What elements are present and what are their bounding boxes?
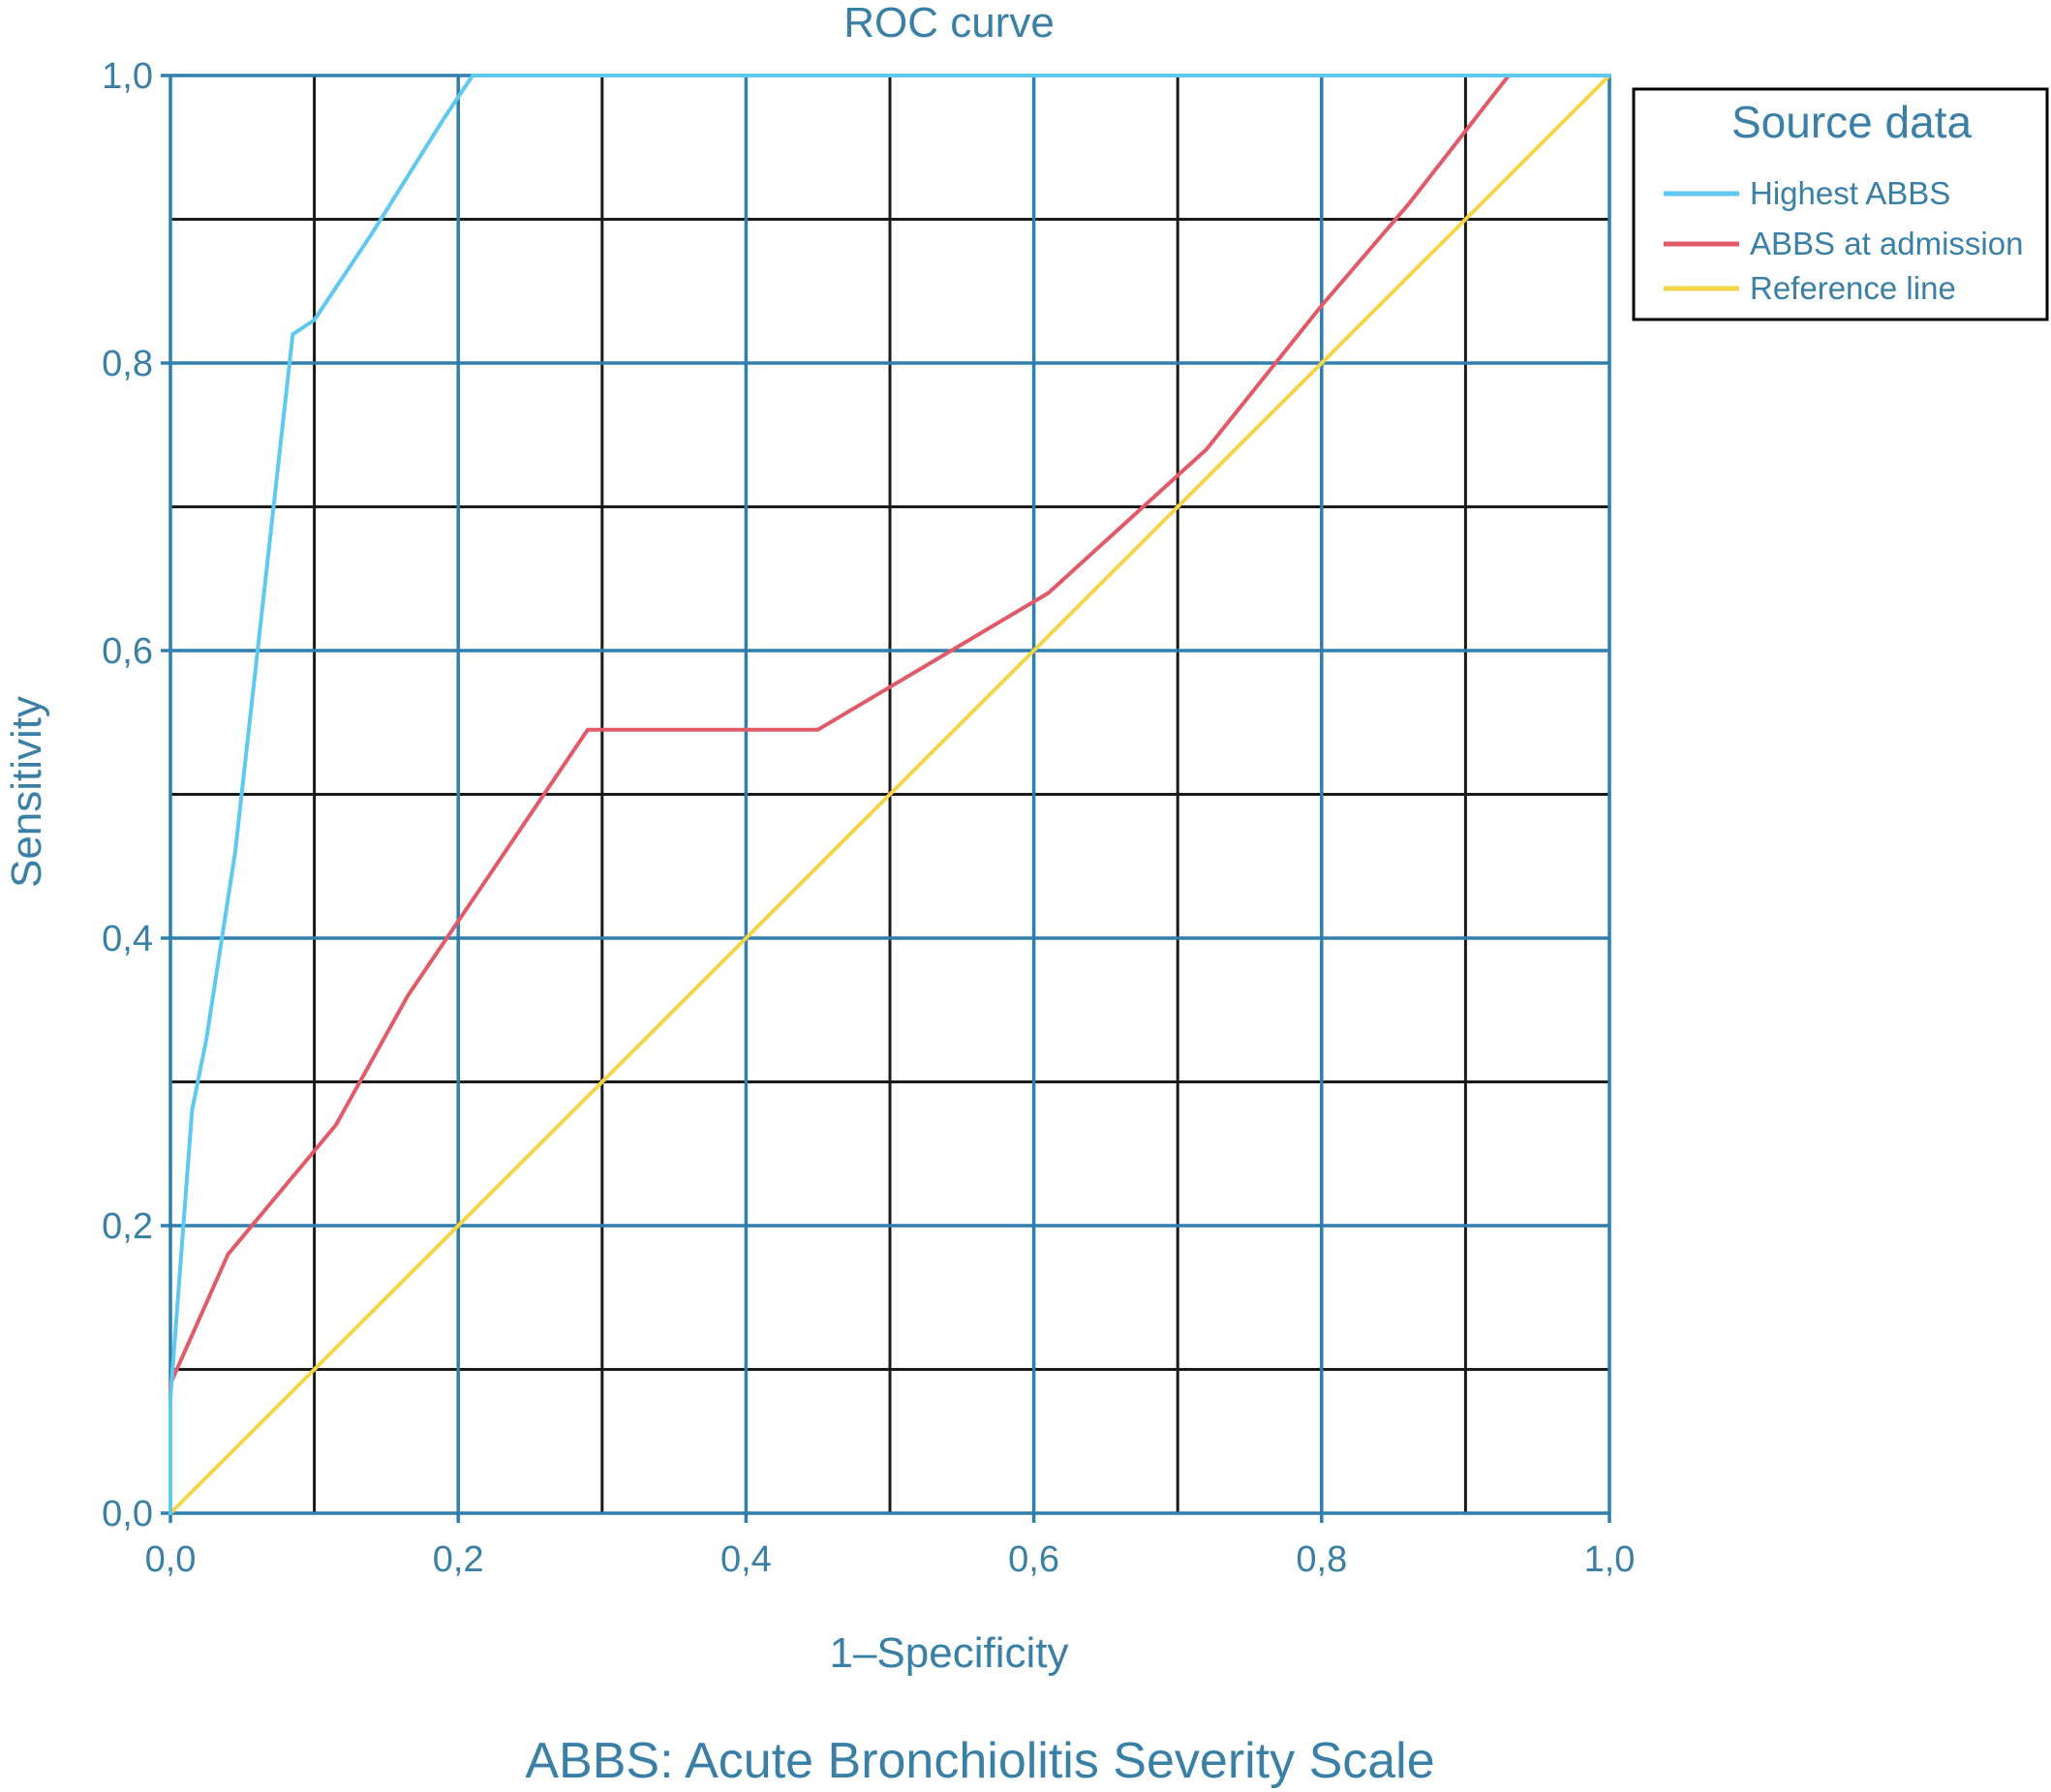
legend: Source data Highest ABBS ABBS at admissio… <box>1632 87 2049 321</box>
y-tick-label: 0,0 <box>102 1494 153 1534</box>
y-tick-label: 0,8 <box>102 344 153 384</box>
y-tick-label: 0,6 <box>102 631 153 672</box>
legend-box <box>1632 87 2049 321</box>
series-line-highest-abbs <box>168 74 1611 1515</box>
y-tick-label: 0,2 <box>102 1206 153 1247</box>
legend-title: Source data <box>1731 97 1972 147</box>
series-line-reference-line <box>168 74 1611 1515</box>
series-line-abbs-at-admission <box>168 74 1611 1515</box>
x-tick-label: 0,4 <box>720 1539 772 1580</box>
x-tick-labels: 0,0 0,2 0,4 0,6 0,8 1,0 <box>145 1539 1636 1580</box>
chart-title: ROC curve <box>843 0 1055 46</box>
x-tick-label: 0,2 <box>433 1539 484 1580</box>
legend-label: ABBS at admission <box>1750 226 2023 261</box>
legend-label: Highest ABBS <box>1750 175 1950 211</box>
y-tick-labels: 0,0 0,2 0,4 0,6 0,8 1,0 <box>102 56 153 1534</box>
x-tick-label: 0,8 <box>1296 1539 1347 1580</box>
legend-label: Reference line <box>1750 270 1956 306</box>
legend-items: Highest ABBS ABBS at admission Reference l… <box>1664 175 2023 306</box>
y-tick-label: 0,4 <box>102 919 153 959</box>
series-lines <box>168 74 1611 1515</box>
y-axis-label: Sensitivity <box>3 696 50 888</box>
x-tick-label: 1,0 <box>1584 1539 1636 1580</box>
x-axis-label: 1–Specificity <box>829 1629 1068 1677</box>
x-tick-label: 0,6 <box>1008 1539 1059 1580</box>
x-tick-label: 0,0 <box>145 1539 197 1580</box>
footnote: ABBS: Acute Bronchiolitis Severity Scale <box>525 1733 1434 1789</box>
y-tick-label: 1,0 <box>102 56 153 97</box>
